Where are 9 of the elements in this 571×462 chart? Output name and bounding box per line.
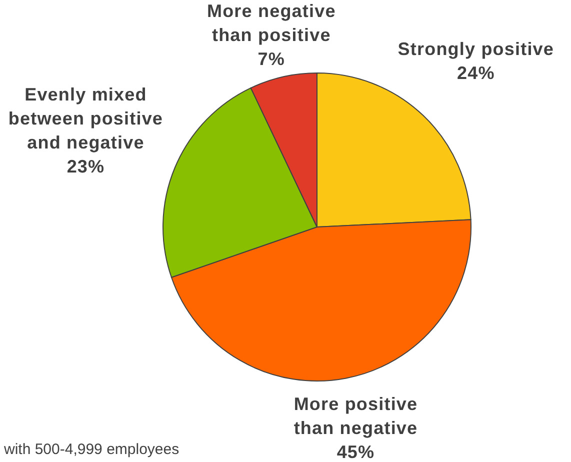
data-label: 23%	[66, 156, 105, 177]
slice-label: Evenly mixed between positive and negative	[8, 84, 164, 153]
data-label: 24%	[457, 62, 495, 83]
data-label: 7%	[258, 49, 286, 69]
slice-label: Strongly positive	[398, 38, 554, 59]
slice-label: More positive than negative	[294, 394, 418, 438]
data-label: 45%	[336, 442, 375, 462]
text: with 500-4,999 employees	[4, 441, 180, 458]
slice-label: More negative than positive	[206, 1, 336, 45]
